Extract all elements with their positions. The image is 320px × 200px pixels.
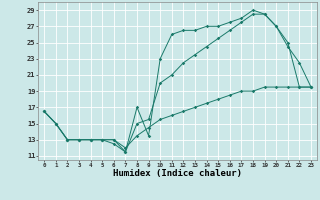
X-axis label: Humidex (Indice chaleur): Humidex (Indice chaleur) (113, 169, 242, 178)
